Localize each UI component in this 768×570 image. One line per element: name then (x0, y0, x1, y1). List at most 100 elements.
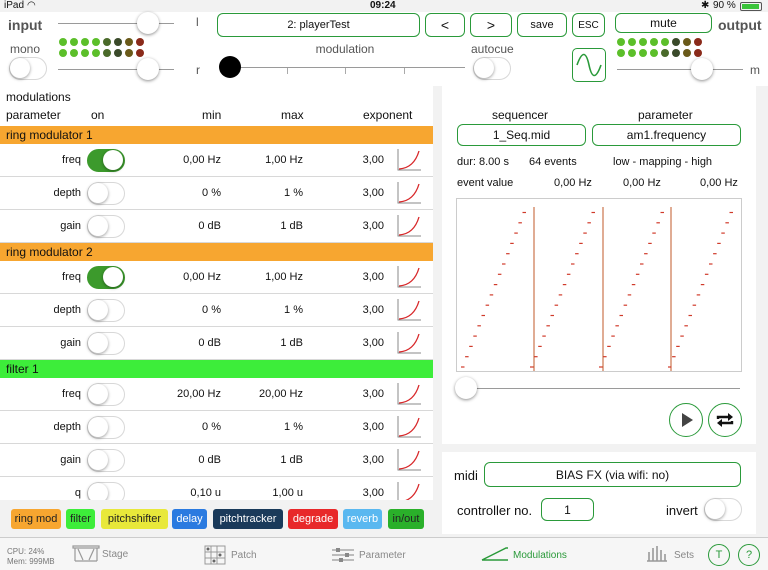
input-right-slider[interactable] (137, 58, 159, 80)
save-button[interactable]: save (517, 13, 567, 37)
exponent-curve-icon[interactable] (397, 416, 421, 438)
prev-preset-button[interactable]: < (425, 13, 465, 37)
exponent-curve-icon[interactable] (397, 215, 421, 237)
min-value[interactable]: 0 dB (198, 337, 221, 349)
exponent-value[interactable]: 3,00 (362, 421, 384, 433)
exponent-value[interactable]: 3,00 (362, 487, 384, 499)
min-value[interactable]: 0 dB (198, 454, 221, 466)
category-chip[interactable]: pitchtracker (213, 509, 283, 529)
parameter-sliders-icon (332, 548, 354, 562)
max-value[interactable]: 1 % (284, 304, 303, 316)
exponent-curve-icon[interactable] (397, 266, 421, 288)
min-value[interactable]: 0 % (202, 304, 221, 316)
event-value-mapped: 0,00 Hz (623, 177, 661, 189)
min-value[interactable]: 0,00 Hz (183, 154, 221, 166)
category-chip[interactable]: filter (66, 509, 95, 529)
min-value[interactable]: 0 % (202, 187, 221, 199)
exponent-value[interactable]: 3,00 (362, 337, 384, 349)
min-value[interactable]: 0 % (202, 421, 221, 433)
next-preset-button[interactable]: > (470, 13, 512, 37)
modulation-on-toggle[interactable] (87, 482, 125, 500)
max-value[interactable]: 1 dB (280, 454, 303, 466)
exponent-value[interactable]: 3,00 (362, 220, 384, 232)
output-track (617, 69, 743, 70)
modulation-on-toggle[interactable] (87, 416, 125, 439)
output-level-slider[interactable] (691, 58, 713, 80)
max-value[interactable]: 1 % (284, 421, 303, 433)
exponent-curve-icon[interactable] (397, 332, 421, 354)
autocue-toggle[interactable] (473, 57, 511, 80)
exponent-curve-icon[interactable] (397, 149, 421, 171)
midi-device-selector[interactable]: BIAS FX (via wifi: no) (484, 462, 741, 487)
loop-button[interactable] (708, 403, 742, 437)
help-button[interactable]: ? (738, 544, 760, 566)
waveform-button[interactable] (572, 48, 606, 82)
max-value[interactable]: 1 dB (280, 220, 303, 232)
play-button[interactable] (669, 403, 703, 437)
parameter-selector[interactable]: am1.frequency (592, 124, 741, 146)
category-chip[interactable]: reverb (343, 509, 382, 529)
exponent-value[interactable]: 3,00 (362, 454, 384, 466)
max-value[interactable]: 1 dB (280, 337, 303, 349)
exponent-curve-icon[interactable] (397, 299, 421, 321)
category-chip[interactable]: ring mod (11, 509, 61, 529)
tab-patch[interactable]: Patch (203, 544, 257, 570)
exponent-value[interactable]: 3,00 (362, 154, 384, 166)
exponent-curve-icon[interactable] (397, 383, 421, 405)
min-value[interactable]: 0,10 u (190, 487, 221, 499)
min-value[interactable]: 0 dB (198, 220, 221, 232)
exponent-curve-icon[interactable] (397, 482, 421, 500)
modulation-on-toggle[interactable] (87, 299, 125, 322)
esc-button[interactable]: ESC (572, 13, 605, 37)
min-value[interactable]: 0,00 Hz (183, 271, 221, 283)
modulation-on-toggle[interactable] (87, 449, 125, 472)
t-button[interactable]: T (708, 544, 730, 566)
invert-toggle[interactable] (704, 498, 742, 521)
playhead-slider[interactable] (455, 377, 477, 399)
category-chip[interactable]: in/out (388, 509, 424, 529)
modulation-on-toggle[interactable] (87, 383, 125, 406)
input-left-slider[interactable] (137, 12, 159, 34)
sequence-file-selector[interactable]: 1_Seq.mid (457, 124, 586, 146)
exponent-curve-icon[interactable] (397, 182, 421, 204)
modulation-on-toggle[interactable] (87, 332, 125, 355)
modulations-title: modulations (6, 90, 71, 104)
preset-selector[interactable]: 2: playerTest (217, 13, 420, 37)
controller-number-field[interactable]: 1 (541, 498, 594, 521)
param-name: gain (60, 220, 81, 232)
tab-stage[interactable]: Stage (72, 544, 128, 569)
category-chip[interactable]: pitchshifter (101, 509, 168, 529)
mute-button[interactable]: mute (615, 13, 712, 33)
max-value[interactable]: 1,00 Hz (265, 271, 303, 283)
input-left-track (58, 23, 174, 24)
modulation-on-toggle[interactable] (87, 266, 125, 289)
modulation-slider-knob[interactable] (219, 56, 241, 78)
led-indicator (694, 38, 702, 46)
max-value[interactable]: 1,00 Hz (265, 154, 303, 166)
exponent-value[interactable]: 3,00 (362, 271, 384, 283)
modulations-panel: modulations parameter on min max exponen… (0, 86, 433, 500)
exponent-curve-icon[interactable] (397, 449, 421, 471)
min-value[interactable]: 20,00 Hz (176, 388, 221, 400)
exponent-value[interactable]: 3,00 (362, 187, 384, 199)
category-chip[interactable]: delay (172, 509, 207, 529)
clock: 09:24 (370, 0, 396, 11)
modulation-on-toggle[interactable] (87, 182, 125, 205)
tab-modulations[interactable]: Modulations (480, 544, 567, 567)
modulation-on-toggle[interactable] (87, 149, 125, 172)
modulation-on-toggle[interactable] (87, 215, 125, 238)
exponent-value[interactable]: 3,00 (362, 304, 384, 316)
param-name: gain (60, 337, 81, 349)
tab-sets[interactable]: Sets (645, 544, 694, 567)
max-value[interactable]: 1,00 u (272, 487, 303, 499)
mono-toggle[interactable] (9, 57, 47, 80)
exponent-value[interactable]: 3,00 (362, 388, 384, 400)
max-value[interactable]: 20,00 Hz (258, 388, 303, 400)
max-value[interactable]: 1 % (284, 187, 303, 199)
modulation-row: gain 0 dB 1 dB 3,00 (0, 444, 433, 477)
category-chip[interactable]: degrade (288, 509, 338, 529)
led-indicator (617, 49, 625, 57)
tab-parameter[interactable]: Parameter (331, 546, 406, 569)
param-name: freq (62, 271, 81, 283)
col-min: min (202, 108, 222, 122)
